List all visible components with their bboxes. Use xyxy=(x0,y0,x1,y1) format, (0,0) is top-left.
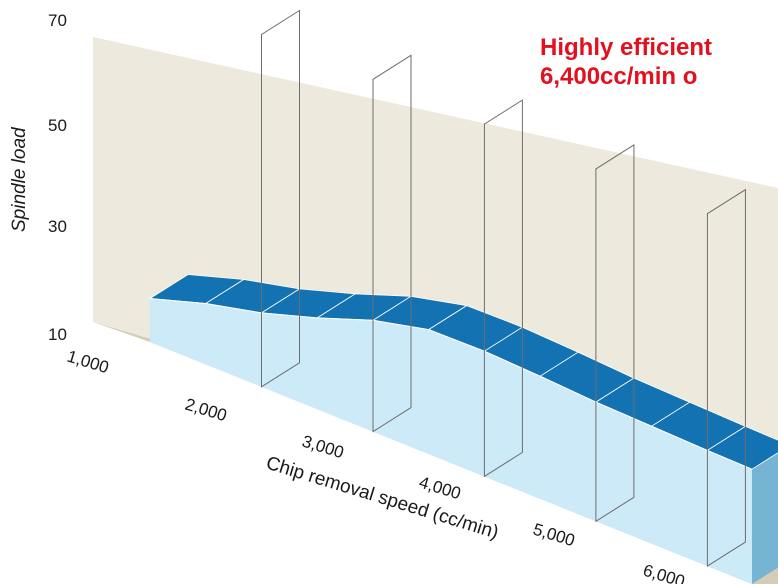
y-axis-label: Spindle load xyxy=(9,126,30,232)
y-axis-ticks: 10 30 50 70 xyxy=(48,11,67,344)
y-tick-label: 30 xyxy=(48,217,67,236)
y-tick-label: 50 xyxy=(48,116,67,135)
x-tick-label: 2,000 xyxy=(183,395,229,426)
annotation-line-1: Highly efficient xyxy=(540,34,712,61)
side-face xyxy=(752,452,778,584)
x-tick-label: 6,000 xyxy=(641,561,687,584)
x-tick-label: 5,000 xyxy=(531,520,577,551)
tick-planes xyxy=(261,9,746,568)
annotation-line-2: 6,400cc/min o xyxy=(540,63,697,90)
tick-plane xyxy=(261,9,300,388)
data-line xyxy=(149,298,753,470)
x-tick-label: 3,000 xyxy=(300,432,346,463)
y-tick-label: 10 xyxy=(48,325,67,344)
x-tick-label: 4,000 xyxy=(417,473,463,504)
tick-plane xyxy=(706,188,746,568)
data-surface xyxy=(148,274,778,584)
tick-plane xyxy=(372,54,412,433)
y-tick-label: 70 xyxy=(48,11,67,30)
tick-plane xyxy=(483,99,523,478)
tick-plane xyxy=(595,143,635,523)
x-tick-label: 1,000 xyxy=(65,347,111,378)
front-face xyxy=(150,298,752,584)
